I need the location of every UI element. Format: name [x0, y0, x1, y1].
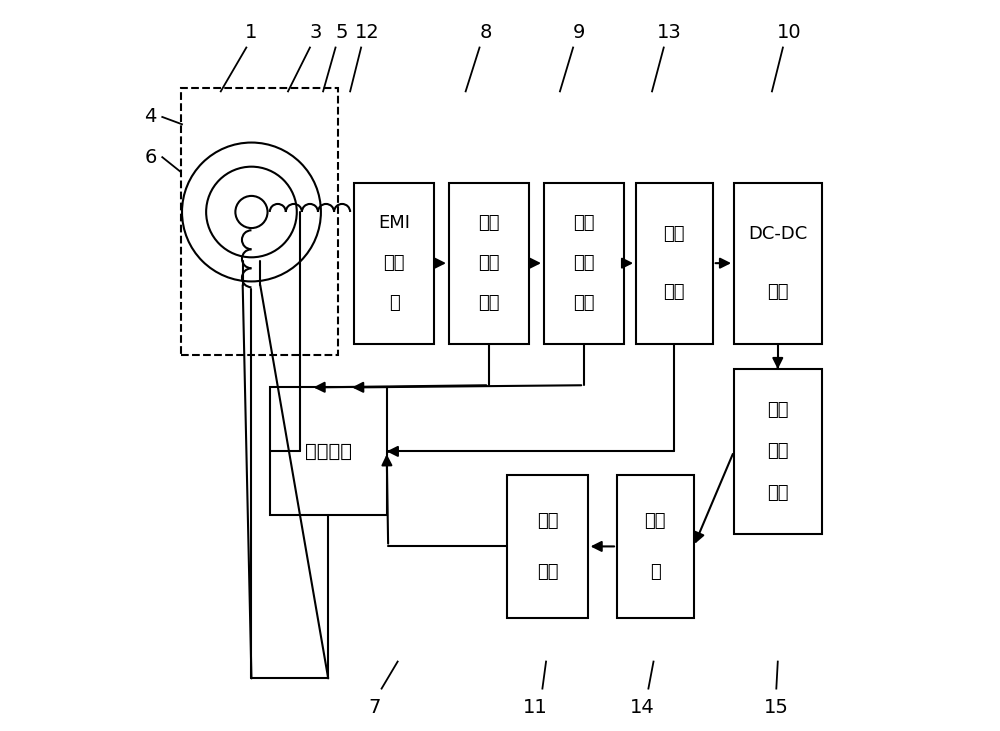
Text: 电容: 电容 — [664, 283, 685, 301]
Bar — [449, 183, 529, 344]
Text: 3: 3 — [310, 23, 322, 42]
Text: 保护: 保护 — [767, 442, 789, 461]
Text: 5: 5 — [335, 23, 348, 42]
Text: 模块: 模块 — [767, 483, 789, 501]
Text: 9: 9 — [573, 23, 585, 42]
Bar — [270, 387, 387, 515]
Text: 器: 器 — [389, 295, 399, 312]
Text: 滤波: 滤波 — [573, 254, 595, 272]
Bar — [734, 183, 822, 344]
Bar — [544, 183, 624, 344]
Text: 模块: 模块 — [478, 295, 500, 312]
Text: 稳压: 稳压 — [537, 512, 558, 530]
Bar — [354, 183, 434, 344]
Text: 10: 10 — [776, 23, 801, 42]
Text: 14: 14 — [630, 698, 655, 717]
Text: 1: 1 — [245, 23, 258, 42]
Text: EMI: EMI — [378, 214, 410, 232]
Text: 过压: 过压 — [478, 214, 500, 232]
Bar — [181, 88, 338, 355]
Text: 8: 8 — [479, 23, 492, 42]
Bar — [636, 183, 713, 344]
Circle shape — [235, 196, 268, 228]
Text: 充电: 充电 — [767, 401, 789, 420]
Text: 模块: 模块 — [767, 283, 789, 301]
Text: 保护: 保护 — [478, 254, 500, 272]
Text: 滤波: 滤波 — [383, 254, 405, 272]
Text: 15: 15 — [764, 698, 789, 717]
Text: DC-DC: DC-DC — [748, 225, 807, 243]
Text: 12: 12 — [355, 23, 379, 42]
Bar — [507, 475, 588, 618]
Circle shape — [206, 167, 297, 257]
Text: 控制模块: 控制模块 — [305, 442, 352, 461]
Text: 锂电: 锂电 — [645, 512, 666, 530]
Text: 6: 6 — [144, 148, 157, 167]
Text: 13: 13 — [657, 23, 682, 42]
Text: 模块: 模块 — [537, 563, 558, 581]
Circle shape — [182, 143, 321, 281]
Text: 4: 4 — [144, 107, 157, 126]
Bar — [734, 369, 822, 534]
Text: 整流: 整流 — [573, 214, 595, 232]
Bar — [617, 475, 694, 618]
Text: 11: 11 — [523, 698, 547, 717]
Text: 7: 7 — [368, 698, 380, 717]
Text: 超级: 超级 — [664, 225, 685, 243]
Text: 模块: 模块 — [573, 295, 595, 312]
Text: 池: 池 — [650, 563, 661, 581]
